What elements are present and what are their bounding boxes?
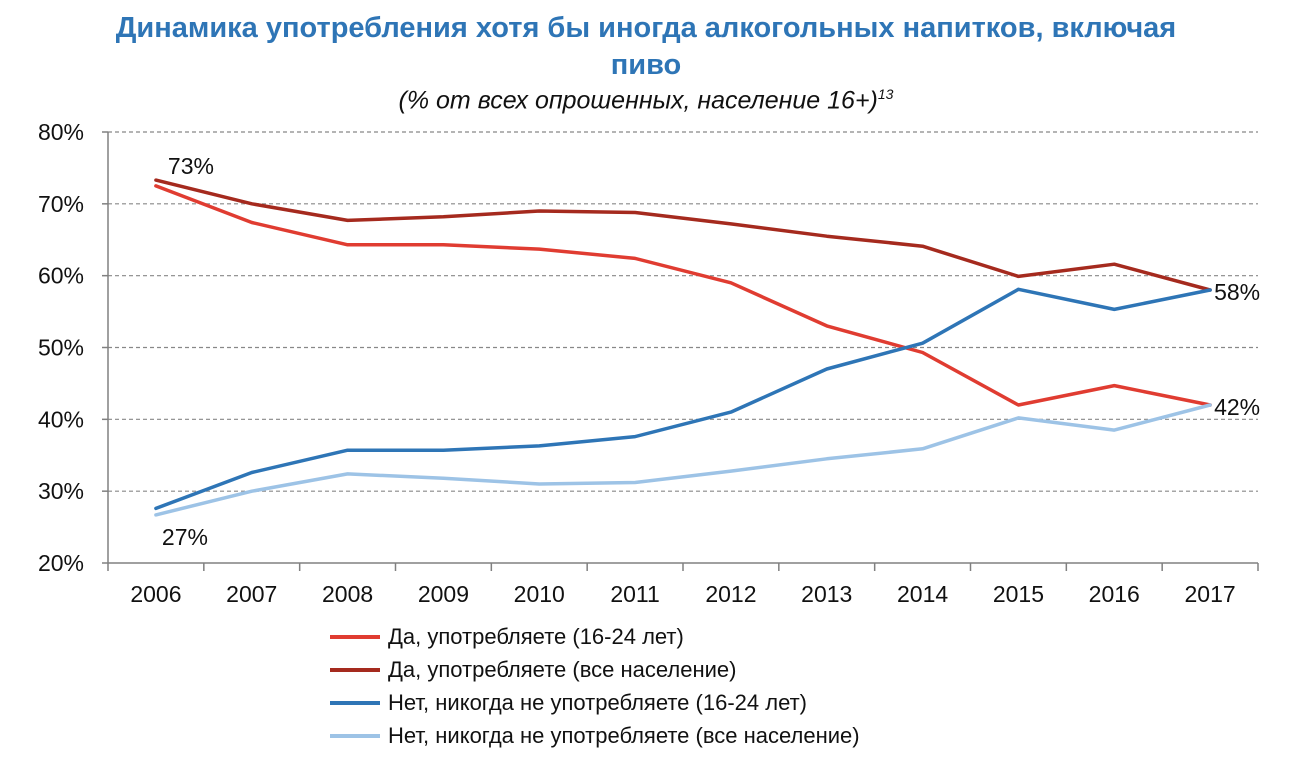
x-tick-label: 2011 — [610, 581, 659, 607]
x-tick-label: 2013 — [801, 581, 852, 607]
x-tick-label: 2014 — [897, 581, 948, 607]
data-label: 73% — [168, 153, 214, 179]
chart-title: Динамика употребления хотя бы иногда алк… — [0, 10, 1292, 84]
legend-item-3: Нет, никогда не употребляете (16-24 лет) — [330, 686, 860, 719]
x-tick-labels: 2006 2007 2008 2009 2010 2011 2012 2013 2014 2015… — [130, 581, 1235, 607]
legend-swatch — [330, 700, 380, 705]
series-line-3 — [154, 287, 1212, 511]
chart-title-line1: Динамика употребления хотя бы иногда алк… — [115, 12, 1177, 44]
legend-item-4: Нет, никогда не употребляете (все населе… — [330, 719, 860, 752]
y-tick-label: 30% — [38, 478, 84, 504]
x-tick-label: 2006 — [130, 581, 181, 607]
y-tick-label: 40% — [38, 406, 84, 432]
legend-swatch — [330, 667, 380, 672]
y-tick-label: 80% — [38, 119, 84, 145]
legend-swatch — [330, 634, 380, 639]
y-tick-label: 60% — [38, 263, 84, 289]
y-tick-label: 20% — [38, 550, 84, 576]
series-line-1 — [154, 184, 1212, 407]
legend-label: Нет, никогда не употребляете (16-24 лет) — [388, 689, 807, 715]
legend-item-2: Да, употребляете (все население) — [330, 653, 860, 686]
series-lines — [154, 178, 1212, 517]
x-tick-label: 2017 — [1184, 581, 1235, 607]
x-tick-label: 2009 — [418, 581, 469, 607]
y-tick-label: 70% — [38, 191, 84, 217]
y-tick-labels: 20% 30% 40% 50% 60% 70% 80% — [38, 119, 84, 576]
legend-label: Нет, никогда не употребляете (все населе… — [388, 722, 860, 748]
chart-subtitle-text: (% от всех опрошенных, население 16+) — [398, 86, 878, 115]
data-label: 42% — [1214, 394, 1260, 420]
legend-item-1: Да, употребляете (16-24 лет) — [330, 620, 860, 653]
legend-swatch — [330, 733, 380, 738]
y-tick-label: 50% — [38, 335, 84, 361]
x-tick-label: 2016 — [1089, 581, 1140, 607]
series-line-2 — [154, 178, 1212, 292]
data-label: 27% — [162, 524, 208, 550]
footnote-marker: 13 — [877, 86, 894, 102]
x-tick-label: 2015 — [993, 581, 1044, 607]
x-tick-label: 2012 — [705, 581, 756, 607]
data-labels: 73% 27% 58% 42% — [162, 153, 1260, 550]
data-label: 58% — [1214, 279, 1260, 305]
legend-label: Да, употребляете (все население) — [388, 656, 737, 682]
grid-lines — [108, 131, 1258, 492]
x-tick-label: 2007 — [226, 581, 277, 607]
chart-subtitle: (% от всех опрошенных, население 16+)13 — [0, 86, 1292, 115]
legend: Да, употребляете (16-24 лет) Да, употребл… — [330, 620, 860, 752]
x-tick-label: 2010 — [514, 581, 565, 607]
x-tick-label: 2008 — [322, 581, 373, 607]
legend-label: Да, употребляете (16-24 лет) — [388, 623, 684, 649]
chart-title-line2: пиво — [610, 49, 682, 81]
series-line-4 — [154, 403, 1212, 517]
axes — [102, 131, 1259, 571]
